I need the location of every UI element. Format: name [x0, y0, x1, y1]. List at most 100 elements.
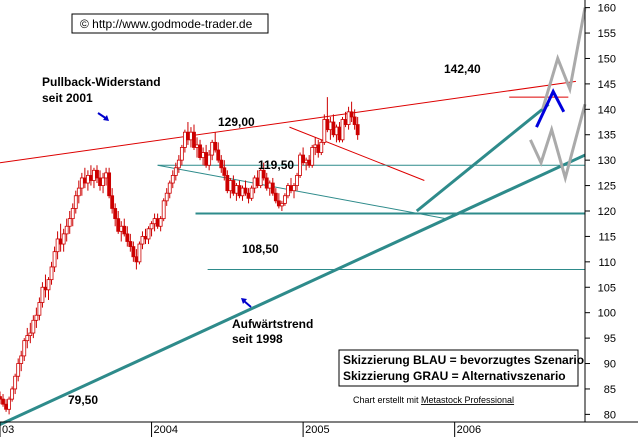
candle-body	[76, 187, 81, 197]
candle-body	[189, 131, 193, 141]
candle-body	[143, 236, 148, 240]
candle-body	[182, 131, 187, 148]
candle-body	[316, 144, 321, 153]
x-tick-label: 2005	[305, 424, 329, 436]
candle-body	[255, 177, 260, 186]
footer-link[interactable]: Metastock Professional	[421, 395, 514, 405]
scenario-sketches	[529, 7, 587, 184]
uptrend-label-line1: Aufwärtstrend	[232, 317, 313, 331]
y-tick-label: 155	[598, 28, 616, 40]
pullback-resistance-line	[0, 80, 576, 164]
candle-body	[98, 177, 102, 186]
candle-body	[179, 147, 184, 161]
candle-body	[237, 185, 242, 197]
uptrend-label-line2: seit 1998	[232, 332, 283, 346]
candle-body	[134, 256, 139, 263]
candle-body	[292, 185, 296, 192]
candle-body	[122, 225, 127, 235]
x-tick-label: 2006	[457, 424, 481, 436]
candle-body	[201, 152, 205, 159]
candle-body	[82, 177, 87, 184]
candle-body	[249, 187, 254, 199]
candle-body	[298, 154, 302, 176]
y-tick-label: 85	[604, 384, 616, 396]
candle-body	[286, 185, 290, 197]
candle-body	[176, 159, 181, 169]
candle-body	[328, 121, 333, 131]
candle-body	[346, 111, 351, 125]
footer-text: Chart erstellt mit Metastock Professiona…	[353, 395, 514, 405]
candle-body	[52, 251, 57, 268]
candle-body	[204, 152, 209, 166]
pullback-label-line2: seit 2001	[42, 91, 93, 105]
candle-body	[140, 236, 145, 245]
candle-body	[325, 119, 330, 131]
candle-body	[304, 159, 309, 164]
y-tick-label: 140	[598, 104, 616, 116]
y-tick-label: 90	[604, 359, 616, 371]
candle-body	[1, 398, 5, 405]
y-tick-label: 110	[598, 257, 616, 269]
candle-body	[67, 218, 72, 227]
candle-body	[319, 141, 324, 153]
alternative-scenario-up	[541, 7, 587, 110]
candle-body	[340, 119, 345, 141]
candle-body	[276, 200, 281, 207]
candle-body	[289, 185, 293, 192]
candle-body	[89, 175, 93, 181]
candle-body	[186, 131, 190, 141]
candle-body	[219, 159, 224, 169]
y-tick-label: 95	[604, 333, 616, 345]
level-119-label: 119,50	[258, 158, 294, 172]
candle-body	[110, 195, 115, 209]
candle-body	[58, 238, 63, 245]
y-tick-label: 145	[598, 79, 616, 91]
x-tick-label: 2004	[154, 424, 178, 436]
candle-body	[273, 192, 278, 202]
y-tick-label: 125	[598, 181, 616, 193]
candle-body	[95, 169, 99, 179]
candle-body	[234, 185, 239, 194]
candle-body	[195, 144, 199, 148]
candle-body	[225, 175, 230, 192]
y-tick-label: 135	[598, 130, 616, 142]
candle-body	[146, 228, 151, 240]
candle-body	[198, 144, 202, 159]
source-label: © http://www.godmode-trader.de	[80, 17, 253, 31]
alternative-scenario-down	[529, 103, 587, 184]
candle-body	[101, 177, 105, 186]
candle-body	[40, 286, 45, 303]
candle-body	[31, 319, 36, 334]
y-tick-label: 105	[598, 282, 616, 294]
candle-body	[37, 302, 42, 316]
legend-line-blue: Skizzierung BLAU = bevorzugtes Szenario	[343, 353, 584, 367]
candle-body	[10, 388, 15, 400]
y-tick-label: 130	[598, 155, 616, 167]
candle-body	[243, 187, 248, 194]
candle-body	[61, 233, 66, 245]
candle-body	[131, 246, 136, 258]
candle-body	[55, 238, 60, 253]
candle-body	[310, 147, 315, 166]
candle-body	[216, 149, 221, 161]
candle-body	[228, 180, 233, 192]
source-box	[71, 13, 269, 34]
candle-body	[49, 266, 54, 281]
candle-body	[64, 225, 69, 235]
candle-body	[43, 286, 48, 291]
candle-body	[125, 233, 130, 242]
short-support-line	[415, 103, 550, 213]
candle-body	[334, 126, 339, 136]
candle-body	[322, 119, 327, 143]
candle-body	[46, 279, 51, 291]
pullback-arrowhead-icon	[103, 115, 109, 121]
candle-body	[116, 218, 121, 232]
candle-body	[313, 144, 318, 148]
candle-body	[231, 180, 236, 194]
candle-body	[170, 175, 175, 184]
candle-body	[279, 202, 284, 207]
candle-body	[267, 182, 272, 189]
pullback-label-line1: Pullback-Widerstand	[42, 75, 161, 89]
candle-body	[79, 177, 84, 189]
candle-body	[155, 218, 160, 227]
